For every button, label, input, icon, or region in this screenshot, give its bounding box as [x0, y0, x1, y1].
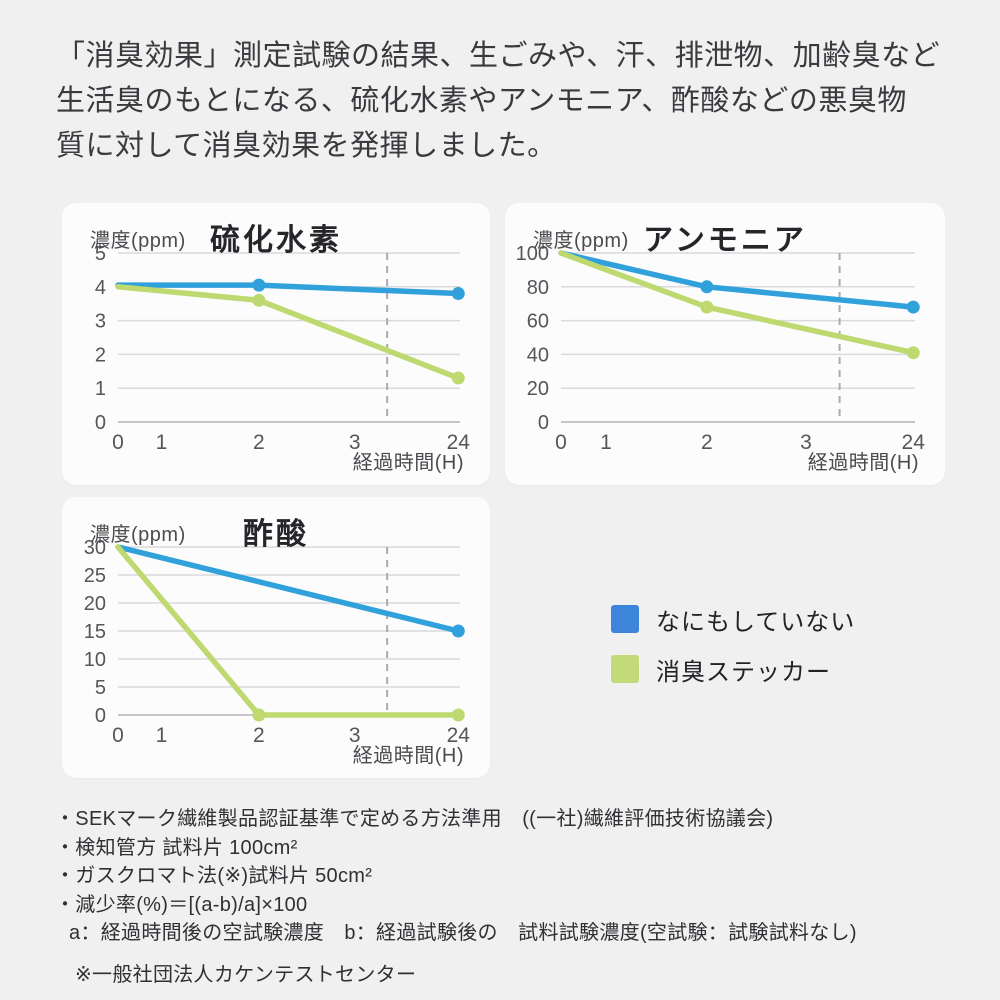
footnote-line: ・検知管方 試料片 100cm²: [55, 836, 298, 859]
y-tick-label: 5: [95, 243, 106, 265]
x-axis-label: 経過時間(H): [352, 452, 464, 474]
footnote-line: a：経過時間後の空試験濃度 b：経過試験後の 試料試験濃度(空試験：試験試料なし…: [69, 922, 857, 944]
data-point-marker: [906, 346, 920, 360]
y-tick-label: 100: [516, 243, 549, 265]
y-tick-label: 80: [527, 277, 549, 299]
x-tick-label: 3: [349, 724, 361, 747]
y-tick-label: 25: [84, 565, 106, 587]
x-tick-label: 1: [156, 431, 168, 454]
data-point-marker: [451, 371, 465, 385]
y-tick-label: 4: [95, 277, 106, 299]
x-tick-label: 3: [800, 431, 812, 454]
data-point-marker: [451, 287, 465, 301]
y-tick-label: 20: [527, 378, 549, 400]
legend-item-untreated: なにもしていない: [611, 605, 855, 636]
legend: なにもしていない 消臭ステッカー: [611, 605, 855, 705]
chart-card-ammonia: 100 80 60 40 20 0 0 1 2 3 24 濃度(ppm) アンモニア 経過時間(H): [505, 203, 945, 485]
series-line-0: [558, 250, 916, 310]
y-tick-label: 15: [84, 621, 106, 643]
y-tick-label: 40: [527, 344, 549, 366]
footnotes: ・SEKマーク繊維製品認証基準で定める方法準用 ((一社)繊維評価技術協議会) …: [55, 805, 955, 989]
x-tick-label: 2: [253, 431, 265, 454]
data-point-marker: [906, 300, 920, 314]
chart-card-acetic-acid: 30 25 20 15 10 5 0 0 1 2 3 24 濃度(ppm) 酢酸 経過時間(H): [62, 497, 490, 778]
y-tick-label: 5: [95, 677, 106, 699]
x-tick-label: 0: [555, 431, 567, 454]
y-tick-label: 2: [95, 344, 106, 366]
legend-label: なにもしていない: [656, 608, 856, 636]
x-tick-label: 3: [349, 431, 361, 454]
x-tick-label: 2: [253, 724, 265, 747]
series-line-1: [115, 284, 462, 381]
y-axis-label: 濃度(ppm): [90, 230, 186, 252]
y-tick-label: 0: [95, 412, 106, 434]
header-line-1: 「消臭効果」測定試験の結果、生ごみや、汗、排泄物、加齢臭など: [56, 40, 941, 72]
data-point-marker: [252, 708, 266, 722]
header-text: 「消臭効果」測定試験の結果、生ごみや、汗、排泄物、加齢臭など 生活臭のもとになる…: [56, 34, 966, 169]
y-axis-label: 濃度(ppm): [533, 230, 629, 252]
x-axis-label: 経過時間(H): [352, 745, 464, 767]
x-tick-label: 0: [112, 724, 124, 747]
legend-label: 消臭ステッカー: [656, 658, 831, 686]
legend-swatch-green: [611, 655, 639, 683]
y-tick-label: 20: [84, 593, 106, 615]
data-point-marker: [252, 278, 266, 292]
x-tick-label: 24: [447, 724, 471, 747]
chart-title: 酢酸: [243, 518, 309, 551]
series-line-0: [115, 544, 462, 634]
data-point-marker: [700, 300, 714, 314]
data-point-marker: [252, 293, 266, 307]
x-axis-label: 経過時間(H): [807, 452, 919, 474]
ammonia-chart: 100 80 60 40 20 00 1 2 3 24: [516, 243, 926, 454]
footnote-line: ・減少率(%)＝[(a-b)/a]×100: [55, 893, 308, 916]
legend-item-deodorant-sticker: 消臭ステッカー: [611, 655, 855, 686]
chart-card-hydrogen-sulfide: 5 4 3 2 1 0 0 1 2 3 24 濃度(ppm) 硫化水素 経過時間(H): [62, 203, 490, 485]
chart-title: アンモニア: [643, 224, 807, 257]
footnote-source: ※一般社団法人カケンテストセンター: [75, 963, 417, 986]
y-tick-label: 10: [84, 649, 106, 671]
chart-title: 硫化水素: [210, 224, 342, 257]
y-axis-label: 濃度(ppm): [90, 524, 186, 546]
y-tick-label: 1: [95, 378, 106, 400]
x-tick-label: 0: [112, 431, 124, 454]
legend-swatch-blue: [611, 605, 639, 633]
footnote-line: ・SEKマーク繊維製品認証基準で定める方法準用 ((一社)繊維評価技術協議会): [55, 808, 774, 830]
acetic-acid-chart: 30 25 20 15 10 5 00 1 2 3 24: [84, 537, 471, 747]
x-tick-label: 1: [156, 724, 168, 747]
y-tick-label: 0: [538, 412, 549, 434]
data-point-marker: [451, 624, 465, 638]
x-tick-label: 24: [447, 431, 471, 454]
x-tick-label: 1: [600, 431, 612, 454]
footnote-line: ・ガスクロマト法(※)試料片 50cm²: [55, 865, 373, 887]
hydrogen-sulfide-chart: 5 4 3 2 1 00 1 2 3 24: [95, 243, 471, 454]
y-tick-label: 0: [95, 705, 106, 727]
x-tick-label: 2: [701, 431, 713, 454]
data-point-marker: [451, 708, 465, 722]
header-line-3: 質に対して消臭効果を発揮しました。: [56, 130, 557, 162]
y-tick-label: 3: [95, 311, 106, 333]
data-point-marker: [700, 280, 714, 294]
y-tick-label: 30: [84, 537, 106, 559]
y-tick-label: 60: [527, 311, 549, 333]
header-line-2: 生活臭のもとになる、硫化水素やアンモニア、酢酸などの悪臭物: [56, 85, 907, 117]
x-tick-label: 24: [902, 431, 926, 454]
